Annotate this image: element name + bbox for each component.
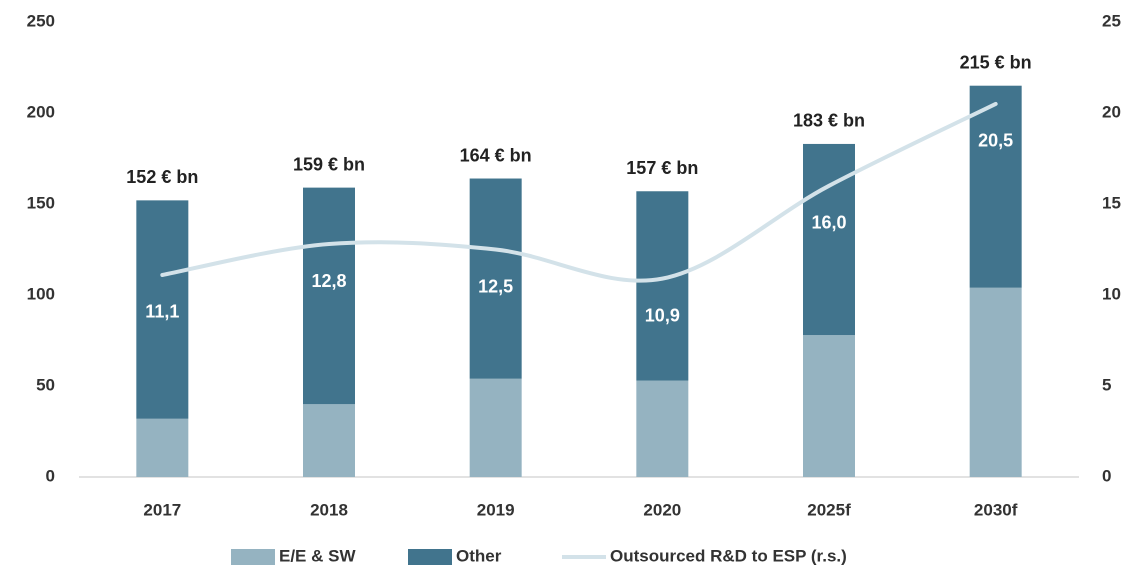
total-label: 215 € bn bbox=[960, 52, 1032, 72]
bar bbox=[469, 378, 522, 477]
y2-tick-label: 15 bbox=[1102, 193, 1121, 212]
legend-swatch bbox=[408, 549, 452, 565]
line-value-label: 10,9 bbox=[645, 305, 680, 325]
legend-label: E/E & SW bbox=[279, 546, 356, 565]
bar bbox=[136, 200, 189, 419]
line-value-label: 20,5 bbox=[978, 131, 1013, 151]
x-tick-label: 2018 bbox=[310, 500, 348, 519]
bar bbox=[803, 143, 855, 336]
y-tick-label: 50 bbox=[36, 375, 55, 394]
y2-tick-label: 10 bbox=[1102, 284, 1121, 303]
bar bbox=[969, 287, 1022, 477]
line bbox=[160, 101, 998, 283]
y2-tick-label: 5 bbox=[1102, 375, 1111, 394]
bar bbox=[469, 178, 522, 379]
y-tick-label: 200 bbox=[27, 102, 55, 121]
y2-tick-label: 0 bbox=[1102, 466, 1111, 485]
y2-tick-label: 25 bbox=[1102, 11, 1121, 30]
bar bbox=[969, 85, 1022, 288]
line-value-label: 12,5 bbox=[478, 276, 513, 296]
legend-label: Other bbox=[456, 546, 502, 565]
bar bbox=[803, 335, 855, 477]
y-tick-label: 0 bbox=[46, 466, 55, 485]
x-tick-label: 2019 bbox=[477, 500, 515, 519]
line-value-label: 11,1 bbox=[145, 302, 179, 322]
y2-tick-label: 20 bbox=[1102, 102, 1121, 121]
total-label: 159 € bn bbox=[293, 154, 365, 174]
x-tick-label: 2020 bbox=[643, 500, 681, 519]
total-label: 183 € bn bbox=[793, 111, 865, 131]
legend-label: Outsourced R&D to ESP (r.s.) bbox=[610, 546, 847, 565]
x-tick-label: 2025f bbox=[807, 500, 851, 519]
bar bbox=[636, 380, 689, 477]
total-label: 164 € bn bbox=[460, 145, 532, 165]
y-tick-label: 100 bbox=[27, 284, 55, 303]
y-tick-label: 150 bbox=[27, 193, 55, 212]
y-tick-label: 250 bbox=[27, 11, 55, 30]
bar bbox=[136, 418, 189, 477]
bar bbox=[303, 187, 355, 405]
total-label: 152 € bn bbox=[126, 167, 198, 187]
x-tick-label: 2030f bbox=[974, 500, 1018, 519]
total-label: 157 € bn bbox=[626, 158, 698, 178]
bar bbox=[636, 191, 689, 381]
bar bbox=[303, 404, 355, 477]
legend-swatch bbox=[231, 549, 275, 565]
line-value-label: 12,8 bbox=[311, 271, 346, 291]
x-tick-label: 2017 bbox=[143, 500, 181, 519]
line-value-label: 16,0 bbox=[811, 213, 846, 233]
